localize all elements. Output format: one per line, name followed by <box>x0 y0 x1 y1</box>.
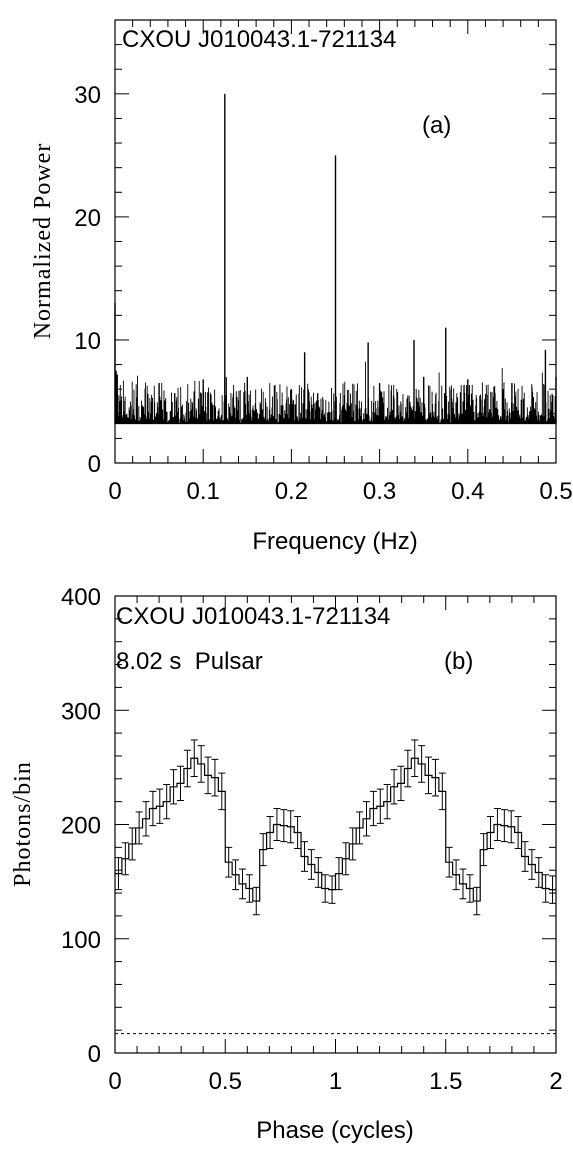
x-tick-label: 0.1 <box>187 478 220 505</box>
x-tick-label: 0.4 <box>451 478 484 505</box>
panel-a-panel-label: (a) <box>422 112 451 139</box>
panel-b-panel-label: (b) <box>444 648 473 675</box>
y-tick-label: 10 <box>74 328 101 355</box>
panel-a-source-label: CXOU J010043.1-721134 <box>122 26 396 53</box>
y-tick-label: 300 <box>61 698 101 725</box>
panel-a-y-axis-label: Normalized Power <box>30 143 56 340</box>
panel-a-periodogram: 0 0.1 0.2 0.3 0.4 0.5 0 10 20 30 CXOU J010043.1-7… <box>30 19 573 555</box>
y-tick-label: 0 <box>88 451 101 478</box>
pulse-profile-histogram <box>115 757 556 902</box>
x-tick-label: 2 <box>549 1068 562 1095</box>
panel-b-pulse-profile: 0 0.5 1 1.5 2 0 100 200 300 400 CXOU J010043.1-72… <box>10 584 563 1144</box>
panel-a-ticks: 0 0.1 0.2 0.3 0.4 0.5 0 10 20 30 <box>74 19 573 505</box>
x-tick-label: 0.5 <box>209 1068 242 1095</box>
panel-b-x-axis-label: Phase (cycles) <box>256 1117 413 1144</box>
panel-b-pulsar-label: 8.02 s Pulsar <box>116 648 263 675</box>
x-tick-label: 0 <box>108 1068 121 1095</box>
x-tick-label: 0 <box>108 478 121 505</box>
panel-a-x-axis-label: Frequency (Hz) <box>252 528 417 555</box>
panel-b-source-label: CXOU J010043.1-721134 <box>116 603 390 630</box>
x-tick-label: 0.2 <box>275 478 308 505</box>
y-tick-label: 100 <box>61 927 101 954</box>
x-tick-label: 0.5 <box>539 478 572 505</box>
panel-b-y-axis-label: Photons/bin <box>10 761 36 887</box>
y-tick-label: 200 <box>61 813 101 840</box>
panel-b-series <box>114 739 557 1035</box>
y-tick-label: 20 <box>74 205 101 232</box>
panel-a-series <box>114 93 557 425</box>
x-tick-label: 1 <box>329 1068 342 1095</box>
x-tick-label: 1.5 <box>429 1068 462 1095</box>
y-tick-label: 0 <box>88 1041 101 1068</box>
x-tick-label: 0.3 <box>363 478 396 505</box>
y-tick-label: 400 <box>61 584 101 611</box>
y-tick-label: 30 <box>74 82 101 109</box>
panel-b-ticks: 0 0.5 1 1.5 2 0 100 200 300 400 <box>61 584 563 1095</box>
